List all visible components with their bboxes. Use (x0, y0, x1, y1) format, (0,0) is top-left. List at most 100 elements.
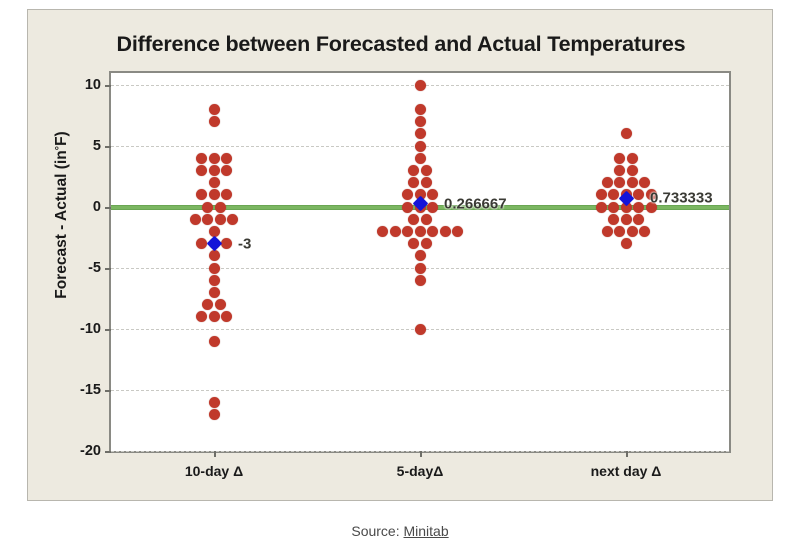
data-point (408, 165, 420, 177)
data-point (414, 226, 426, 238)
data-point (414, 116, 426, 128)
data-point (196, 238, 207, 250)
data-point (414, 323, 426, 335)
source-prefix: Source: (351, 523, 404, 539)
data-point (639, 177, 651, 189)
x-tick-mark (626, 451, 628, 457)
data-point (620, 238, 632, 250)
data-point (208, 262, 220, 274)
data-point (626, 177, 638, 189)
data-point (601, 226, 613, 238)
plot-area: 10 5 0 -5 -10 -15 -20 -3 0.266667 0.733333 10-da… (80, 71, 731, 479)
data-point (196, 152, 207, 164)
data-point (620, 213, 632, 225)
data-point (221, 311, 232, 323)
data-point (414, 189, 426, 201)
data-point (208, 311, 220, 323)
data-point (645, 189, 657, 201)
data-point (408, 238, 420, 250)
data-point (427, 189, 438, 201)
data-point (189, 213, 201, 225)
data-point (620, 201, 632, 213)
data-point (208, 335, 220, 347)
data-point (208, 250, 220, 262)
y-tick-label: 5 (92, 138, 101, 155)
source-caption: Source: Minitab (0, 523, 800, 539)
data-point (208, 274, 220, 286)
y-tick-label: -10 (80, 321, 101, 338)
data-point (402, 201, 413, 213)
data-point (614, 165, 626, 177)
y-tick-label: 0 (92, 199, 101, 216)
data-point (639, 226, 651, 238)
y-tick-mark (105, 207, 111, 210)
data-point (414, 140, 426, 152)
data-point (214, 201, 226, 213)
x-tick-mark (420, 451, 422, 457)
x-tick-label: 5-dayΔ (396, 463, 444, 479)
data-point (221, 165, 232, 177)
data-point (439, 226, 451, 238)
data-point (608, 189, 619, 201)
data-point (402, 226, 413, 238)
chart-title: Difference between Forecasted and Actual… (116, 32, 686, 56)
source-link[interactable]: Minitab (403, 523, 449, 539)
data-point (420, 213, 432, 225)
data-point (614, 226, 626, 238)
data-point (408, 177, 420, 189)
data-point (221, 152, 232, 164)
data-point (633, 213, 644, 225)
data-point (208, 286, 220, 298)
data-point (221, 189, 232, 201)
data-point (414, 79, 426, 91)
data-point (414, 128, 426, 140)
data-point (196, 189, 207, 201)
y-tick-label: 10 (84, 77, 101, 94)
data-point (608, 201, 619, 213)
data-point (427, 226, 438, 238)
y-axis-title: Forecast - Actual (in°F) (53, 85, 71, 345)
data-point (214, 299, 226, 311)
data-point (208, 165, 220, 177)
x-tick-mark (214, 451, 216, 457)
data-point (196, 311, 207, 323)
y-tick-label: -15 (80, 382, 101, 399)
y-tick-mark (105, 329, 111, 332)
data-point (645, 201, 657, 213)
data-point (614, 152, 626, 164)
data-point (389, 226, 401, 238)
y-tick-mark (105, 451, 111, 453)
y-tick-mark (105, 390, 111, 393)
x-tick-label: next day Δ (590, 463, 662, 479)
data-point (427, 201, 438, 213)
data-point (214, 213, 226, 225)
data-point (202, 299, 214, 311)
data-point (208, 104, 220, 116)
data-point (208, 226, 220, 238)
data-point (420, 177, 432, 189)
data-point (626, 152, 638, 164)
data-point (414, 152, 426, 164)
data-point (608, 213, 619, 225)
data-point (208, 152, 220, 164)
data-point (601, 177, 613, 189)
data-point (377, 226, 388, 238)
data-point (196, 165, 207, 177)
data-point (221, 238, 232, 250)
data-point (202, 213, 214, 225)
mean-label: -3 (238, 235, 252, 253)
y-axis-title-suffix: F) (53, 131, 70, 146)
data-point (227, 213, 239, 225)
mean-marker (206, 235, 222, 252)
gridline (111, 390, 729, 392)
data-point (208, 408, 220, 420)
data-point (208, 177, 220, 189)
data-point (208, 396, 220, 408)
y-tick-mark (105, 268, 111, 271)
data-point (595, 189, 607, 201)
data-point (620, 128, 632, 140)
y-tick-label: -5 (88, 260, 101, 277)
data-point (414, 104, 426, 116)
data-point (408, 213, 420, 225)
data-point (633, 189, 644, 201)
